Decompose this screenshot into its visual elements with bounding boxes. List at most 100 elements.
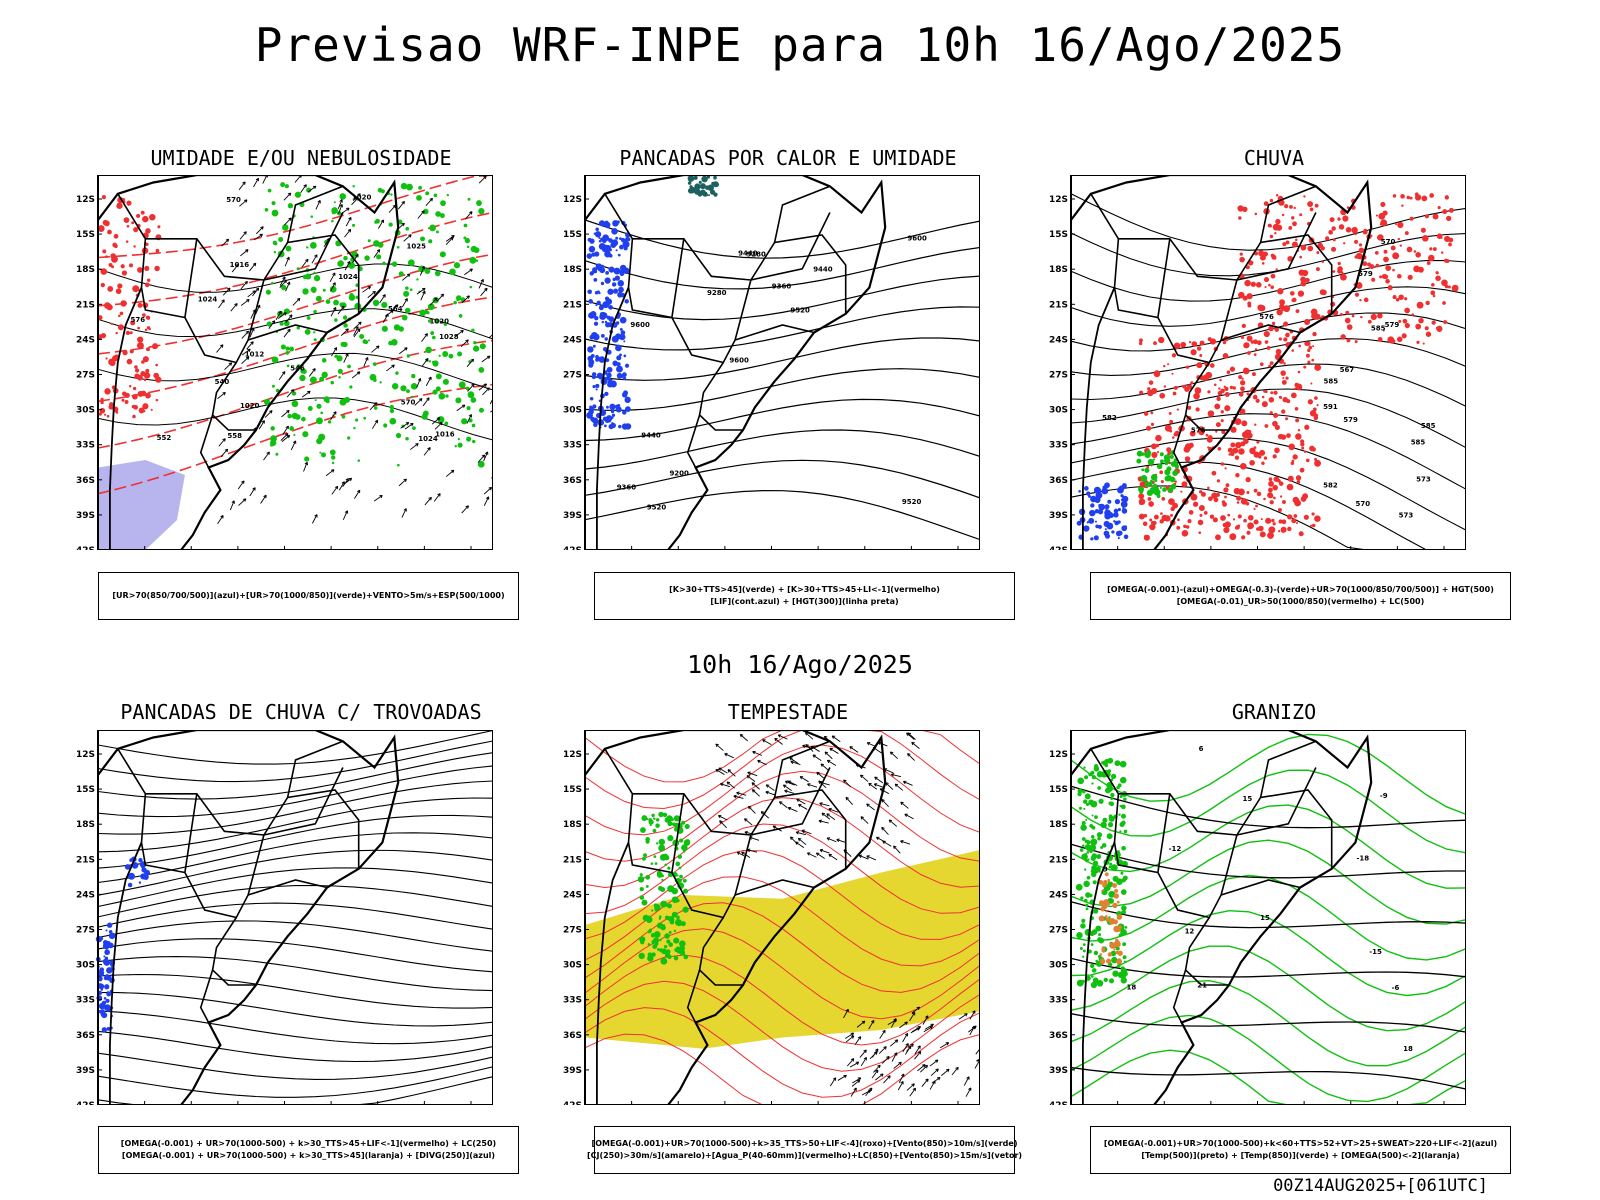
rain-red — [1239, 462, 1247, 470]
lat-label: 12S — [563, 195, 582, 205]
humidity-green — [310, 215, 314, 218]
streamline-red — [584, 797, 980, 889]
rain-red — [1285, 376, 1289, 380]
height-line — [584, 337, 980, 381]
temp-green — [1095, 959, 1098, 963]
divergence-blue — [140, 873, 147, 880]
wind-arrow — [799, 776, 809, 783]
temp-green — [1098, 870, 1101, 873]
humidity-red — [134, 365, 138, 369]
wind-arrow-head — [380, 219, 385, 223]
wind-arrow — [909, 1012, 916, 1022]
humidity-green — [302, 288, 309, 295]
contour-label: 585 — [1323, 378, 1338, 386]
wind-green — [647, 943, 651, 946]
lat-label: 36S — [1049, 476, 1068, 486]
lif-blue — [622, 372, 627, 378]
lif-blue — [600, 281, 605, 286]
wind-arrow — [715, 769, 725, 775]
temp-green — [1080, 923, 1086, 929]
wind-arrow-head — [782, 784, 787, 788]
humidity-red — [105, 357, 108, 360]
rain-red — [1268, 480, 1274, 487]
wind-arrow-head — [824, 751, 829, 755]
temp-green — [1115, 946, 1120, 951]
streamline — [97, 884, 493, 918]
rain-blue — [1113, 508, 1119, 514]
wind-arrow-head — [863, 1057, 867, 1061]
wind-arrow — [784, 790, 795, 794]
rain-red — [1330, 301, 1336, 307]
contour-label: 9520 — [790, 306, 810, 314]
legend-line: [OMEGA(-0.001) + UR>70(1000-500) + k>30_… — [120, 1139, 497, 1148]
map-umidade: 1016102010241028101210161020102010241025… — [76, 175, 493, 550]
wind-arrow-head — [916, 1027, 920, 1031]
wind-green — [641, 815, 648, 821]
divergence-blue — [99, 967, 105, 973]
temp-green — [1112, 865, 1117, 869]
rain-red — [1287, 475, 1294, 482]
wind-green — [661, 878, 664, 882]
rain-red — [1359, 298, 1362, 302]
rain-red — [1443, 320, 1448, 324]
state-border — [140, 238, 147, 288]
wind-arrow-head — [784, 789, 788, 794]
lif-blue — [622, 238, 629, 245]
rain-red — [1254, 212, 1258, 216]
lif-blue — [598, 356, 606, 363]
wind-arrow-head — [868, 1087, 873, 1092]
rain-red — [1250, 451, 1254, 455]
rain-red — [1325, 236, 1330, 241]
wind-arrow — [342, 510, 348, 520]
humidity-red — [104, 220, 110, 227]
rain-red — [1171, 372, 1174, 375]
humidity-green — [393, 324, 401, 331]
teal-area — [713, 175, 717, 180]
wind-arrow — [478, 279, 484, 289]
wind-arrow — [329, 272, 336, 282]
rain-red — [1288, 443, 1295, 451]
rain-red — [1191, 341, 1198, 347]
rain-red — [1239, 408, 1246, 415]
humidity-green — [289, 346, 295, 352]
humidity-red — [98, 412, 102, 416]
temp-green — [1103, 977, 1108, 983]
wind-green — [662, 812, 668, 818]
wind-arrow — [416, 378, 421, 388]
wind-green — [650, 933, 656, 938]
humidity-red — [97, 225, 105, 232]
wind-arrow-head — [831, 735, 836, 739]
state-border — [1236, 234, 1333, 314]
wind-arrow-head — [357, 193, 361, 197]
rain-red — [1161, 496, 1166, 501]
wind-green — [662, 905, 665, 908]
wind-arrow — [431, 417, 441, 425]
contour-label: 1012 — [245, 351, 265, 359]
wind-arrow — [861, 1089, 872, 1096]
humidity-red — [141, 360, 145, 364]
omega-orange — [1115, 938, 1119, 943]
wind-arrow — [483, 487, 492, 495]
rain-red — [1274, 424, 1280, 430]
rain-red — [1264, 285, 1267, 289]
rain-red — [1171, 353, 1177, 358]
humidity-green — [289, 426, 294, 431]
teal-area — [698, 180, 702, 184]
wind-arrow — [922, 1015, 929, 1025]
humidity-red — [104, 255, 108, 259]
teal-area — [694, 183, 701, 190]
lif-blue — [616, 355, 622, 361]
temp-green — [1122, 974, 1127, 978]
wind-green — [646, 817, 649, 821]
rain-red — [1245, 501, 1250, 506]
temp-green — [1082, 799, 1088, 804]
rain-red — [1256, 340, 1262, 346]
wind-arrow-head — [345, 353, 349, 357]
lat-label: 21S — [76, 300, 95, 310]
lif-blue — [605, 415, 613, 422]
wind-arrow-head — [394, 304, 399, 308]
rain-red — [1194, 387, 1202, 394]
rain-red — [1303, 514, 1309, 520]
wind-arrow-head — [866, 803, 870, 807]
rain-red — [1427, 254, 1435, 262]
